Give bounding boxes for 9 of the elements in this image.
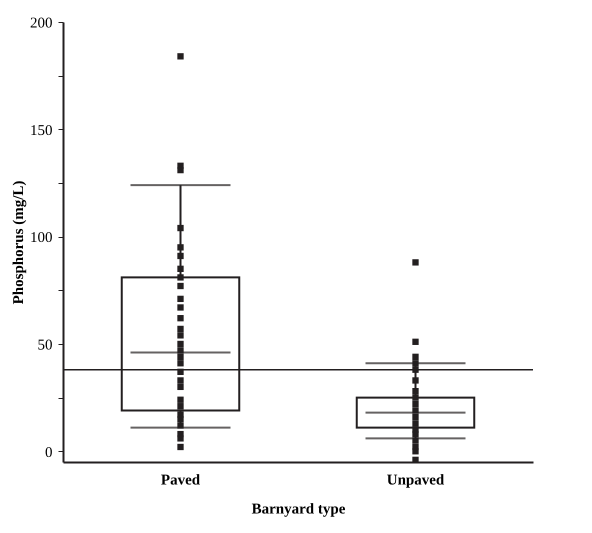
y-tick-label: 200	[30, 16, 52, 32]
x-tick-label: Unpaved	[386, 472, 445, 488]
y-axis-title: Phosphorus (mg/L)	[11, 180, 27, 304]
x-tick-label: Paved	[160, 472, 201, 488]
y-tick-label: 50	[38, 337, 52, 354]
y-tick-label: 0	[45, 444, 52, 461]
y-tick-label: 150	[30, 122, 52, 139]
x-axis-title: Barnyard type	[252, 502, 346, 518]
y-tick-label: 100	[30, 230, 52, 246]
